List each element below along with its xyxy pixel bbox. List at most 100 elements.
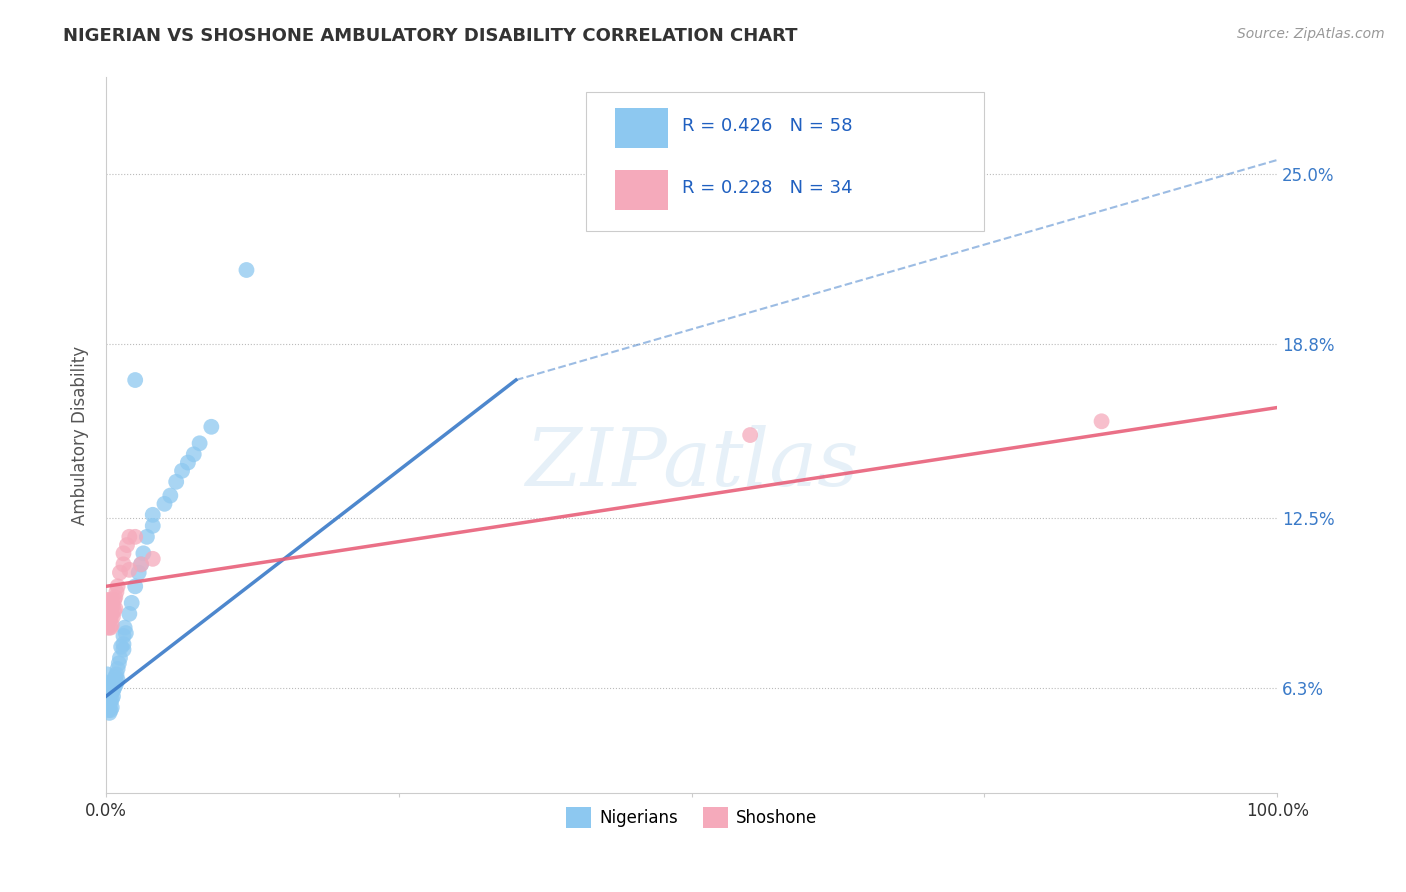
Point	[235, 263, 257, 277]
Point	[153, 497, 176, 511]
Point	[100, 700, 122, 714]
Point	[107, 673, 129, 687]
Point	[142, 551, 165, 566]
Text: R = 0.228   N = 34: R = 0.228 N = 34	[682, 179, 853, 197]
Point	[112, 558, 135, 572]
Text: ZIPatlas: ZIPatlas	[524, 425, 858, 502]
Point	[118, 607, 141, 621]
Point	[100, 681, 122, 695]
Point	[112, 642, 135, 657]
Point	[124, 530, 146, 544]
Point	[104, 678, 127, 692]
Point	[98, 690, 121, 704]
Point	[104, 591, 127, 605]
FancyBboxPatch shape	[616, 170, 668, 210]
Point	[96, 667, 118, 681]
Point	[98, 706, 121, 720]
Point	[101, 675, 124, 690]
Point	[183, 447, 205, 461]
Point	[100, 621, 122, 635]
Point	[97, 675, 120, 690]
FancyBboxPatch shape	[616, 108, 668, 147]
Point	[97, 593, 120, 607]
Point	[104, 670, 127, 684]
Point	[115, 538, 138, 552]
Point	[98, 700, 121, 714]
Point	[103, 675, 125, 690]
Point	[129, 558, 152, 572]
Point	[98, 695, 121, 709]
Point	[97, 687, 120, 701]
Point	[97, 703, 120, 717]
Point	[98, 621, 121, 635]
Point	[105, 667, 128, 681]
Point	[124, 579, 146, 593]
Legend: Nigerians, Shoshone: Nigerians, Shoshone	[560, 801, 824, 834]
Point	[96, 593, 118, 607]
Point	[165, 475, 187, 489]
Point	[129, 558, 152, 572]
Point	[96, 681, 118, 695]
Point	[107, 657, 129, 671]
Point	[142, 518, 165, 533]
Point	[135, 530, 157, 544]
Point	[96, 621, 118, 635]
Point	[124, 373, 146, 387]
Point	[101, 599, 124, 613]
Point	[170, 464, 193, 478]
Point	[108, 566, 131, 580]
Text: R = 0.426   N = 58: R = 0.426 N = 58	[682, 117, 852, 135]
Point	[121, 596, 143, 610]
Point	[200, 419, 222, 434]
Point	[100, 675, 122, 690]
Point	[101, 609, 124, 624]
Point	[100, 607, 122, 621]
Point	[118, 563, 141, 577]
Point	[177, 456, 200, 470]
Point	[103, 604, 125, 618]
Point	[100, 692, 122, 706]
Point	[114, 626, 136, 640]
Point	[1090, 414, 1112, 428]
Point	[100, 684, 122, 698]
Point	[159, 489, 181, 503]
Point	[100, 618, 122, 632]
Point	[188, 436, 211, 450]
Point	[101, 690, 124, 704]
Point	[101, 684, 124, 698]
Point	[118, 530, 141, 544]
Text: NIGERIAN VS SHOSHONE AMBULATORY DISABILITY CORRELATION CHART: NIGERIAN VS SHOSHONE AMBULATORY DISABILI…	[63, 27, 797, 45]
Point	[100, 687, 122, 701]
Point	[97, 612, 120, 626]
Y-axis label: Ambulatory Disability: Ambulatory Disability	[72, 345, 89, 524]
Point	[100, 593, 122, 607]
Point	[142, 508, 165, 522]
Point	[114, 621, 136, 635]
Point	[105, 585, 128, 599]
Point	[740, 428, 762, 442]
Point	[98, 601, 121, 615]
Point	[103, 681, 125, 695]
Point	[96, 607, 118, 621]
Point	[128, 566, 150, 580]
Point	[100, 612, 122, 626]
Point	[107, 662, 129, 676]
Point	[107, 579, 129, 593]
Point	[112, 629, 135, 643]
Point	[112, 637, 135, 651]
Point	[104, 601, 127, 615]
Text: Source: ZipAtlas.com: Source: ZipAtlas.com	[1237, 27, 1385, 41]
Point	[105, 675, 128, 690]
FancyBboxPatch shape	[586, 92, 984, 231]
Point	[100, 703, 122, 717]
Point	[97, 690, 120, 704]
Point	[100, 601, 122, 615]
Point	[103, 593, 125, 607]
Point	[98, 681, 121, 695]
Point	[96, 695, 118, 709]
Point	[98, 612, 121, 626]
Point	[132, 546, 155, 560]
Point	[108, 651, 131, 665]
Point	[97, 601, 120, 615]
Point	[110, 640, 132, 654]
